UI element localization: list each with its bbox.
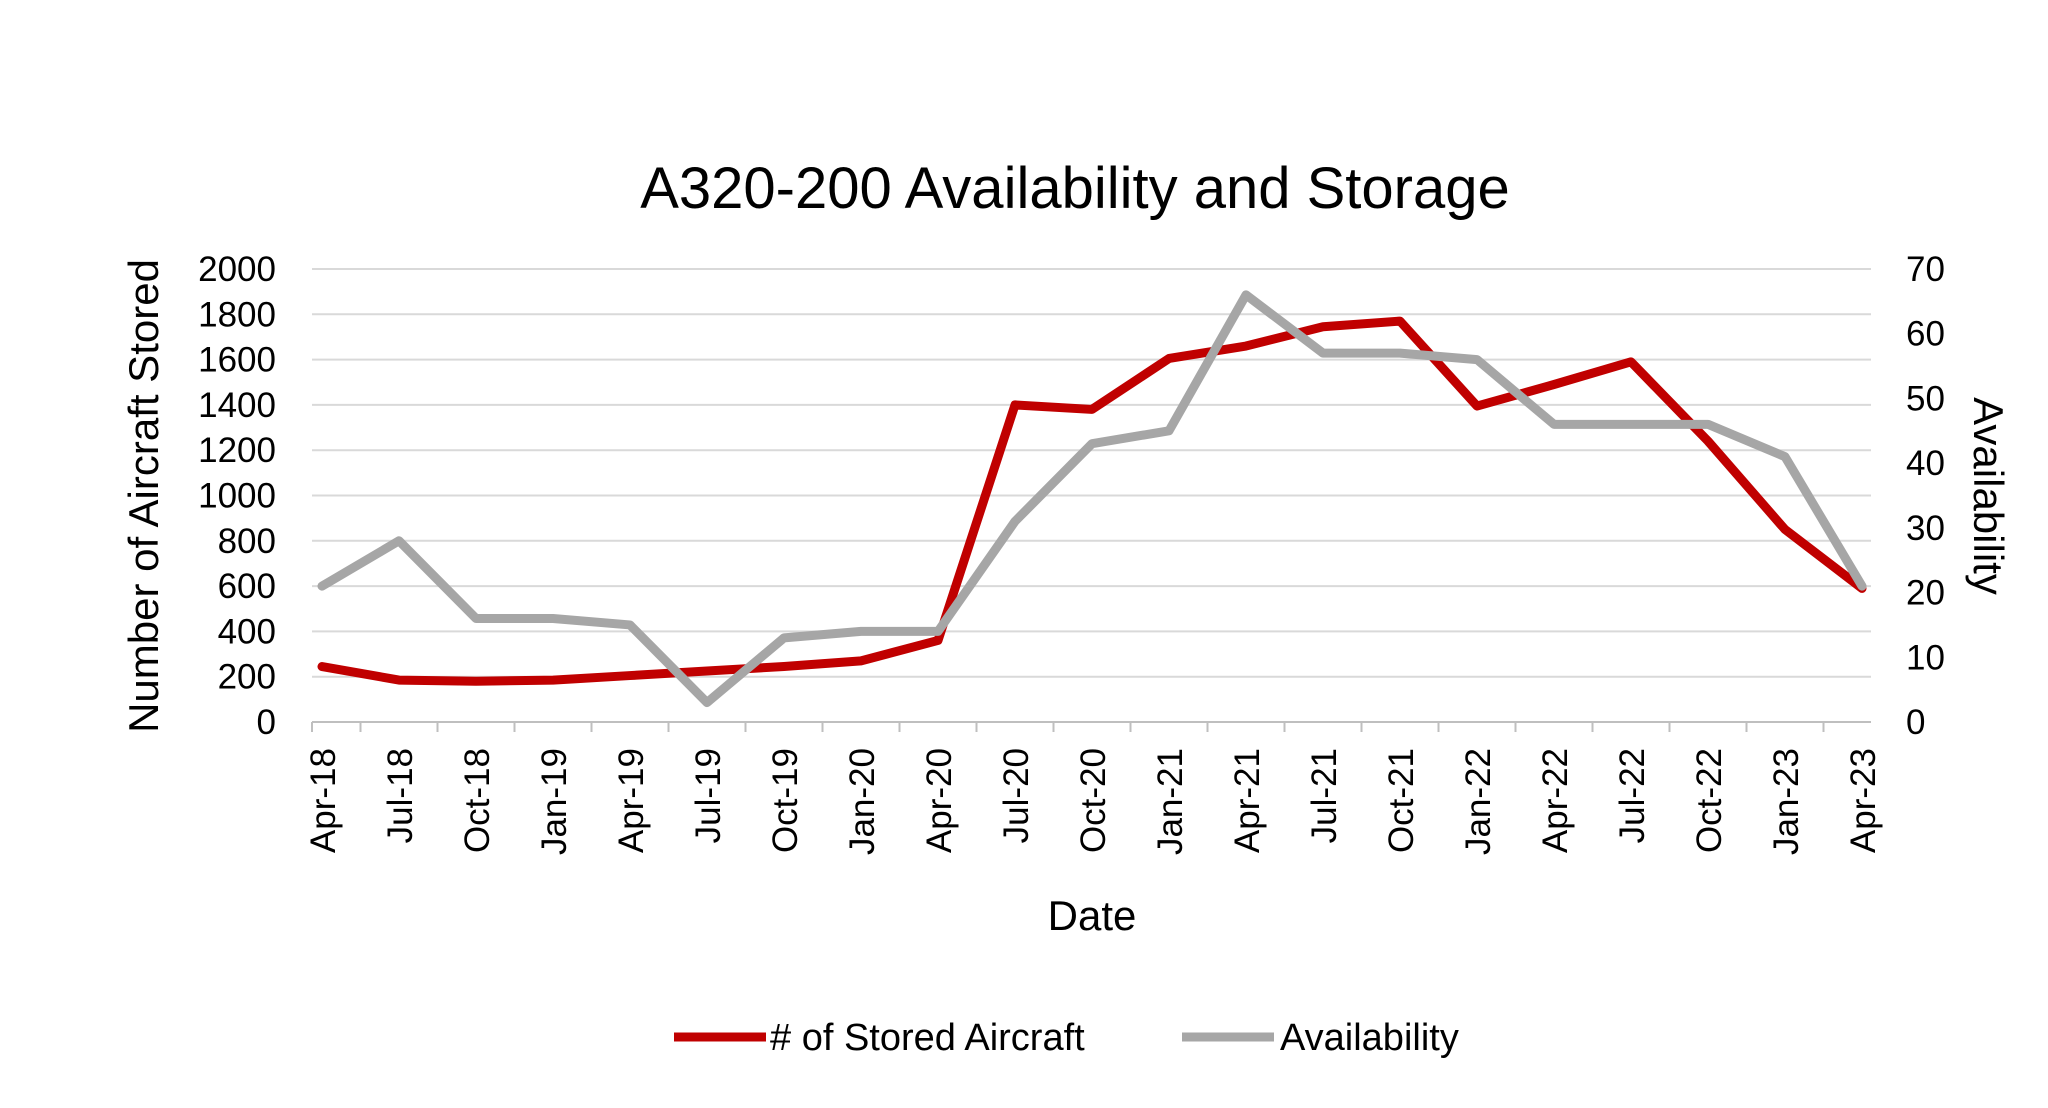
gridlines (312, 269, 1871, 722)
x-tick-label: Apr-18 (304, 748, 343, 853)
x-tick-label: Apr-20 (920, 748, 959, 853)
y-tick-label: 1200 (198, 431, 276, 470)
y-tick-label: 1000 (198, 477, 276, 516)
y2-axis-label: Availability (1965, 397, 2012, 595)
x-tick-label: Oct-20 (1074, 748, 1113, 853)
x-tick-label: Apr-21 (1228, 748, 1267, 853)
y2-tick-label: 60 (1906, 315, 1945, 354)
y-tick-label: 400 (218, 612, 276, 651)
x-tick-label: Jan-23 (1767, 748, 1806, 855)
y-tick-label: 1400 (198, 386, 276, 425)
series-line-availability (322, 295, 1862, 703)
x-tick-label: Jul-20 (997, 748, 1036, 843)
y2-tick-label: 70 (1906, 250, 1945, 289)
x-tick-label: Oct-19 (766, 748, 805, 853)
x-tick-label: Oct-21 (1382, 748, 1421, 853)
x-tick-label: Jan-22 (1459, 748, 1498, 855)
x-tick-label: Jul-22 (1613, 748, 1652, 843)
y-axis-label: Number of Aircraft Stored (120, 259, 167, 733)
axis-ticks: 0 200 400 600 800 1000 1200 1400 1600 1800 2000 0 10… (198, 250, 1945, 855)
series-lines (322, 295, 1862, 703)
series-line-stored-aircraft (322, 321, 1862, 681)
y2-tick-label: 50 (1906, 379, 1945, 418)
y-tick-label: 2000 (198, 250, 276, 289)
x-tick-label: Jan-21 (1151, 748, 1190, 855)
x-tick-label: Apr-19 (612, 748, 651, 853)
y-tick-label: 600 (218, 567, 276, 606)
x-tick-label: Jul-21 (1305, 748, 1344, 843)
x-tick-label: Oct-22 (1690, 748, 1729, 853)
y-tick-label: 800 (218, 522, 276, 561)
y-tick-label: 200 (218, 658, 276, 697)
y-tick-label: 1800 (198, 295, 276, 334)
x-tick-label: Jan-19 (535, 748, 574, 855)
y2-tick-label: 40 (1906, 444, 1945, 483)
x-tick-label: Oct-18 (458, 748, 497, 853)
y2-tick-label: 30 (1906, 509, 1945, 548)
legend-label-availability: Availability (1280, 1017, 1459, 1059)
y-tick-label: 1600 (198, 341, 276, 380)
legend: # of Stored Aircraft Availability (674, 1017, 1459, 1059)
y2-tick-label: 0 (1906, 703, 1925, 742)
x-tick-label: Apr-22 (1536, 748, 1575, 853)
chart-title: A320-200 Availability and Storage (640, 156, 1510, 221)
legend-label-stored: # of Stored Aircraft (770, 1017, 1085, 1059)
y-tick-label: 0 (257, 703, 276, 742)
x-tick-label: Jul-18 (381, 748, 420, 843)
x-tick-label: Jan-20 (843, 748, 882, 855)
y2-tick-label: 10 (1906, 638, 1945, 677)
x-tick-label: Jul-19 (689, 748, 728, 843)
x-axis-label: Date (1048, 892, 1137, 939)
y2-tick-label: 20 (1906, 574, 1945, 613)
x-tick-label: Apr-23 (1844, 748, 1883, 853)
